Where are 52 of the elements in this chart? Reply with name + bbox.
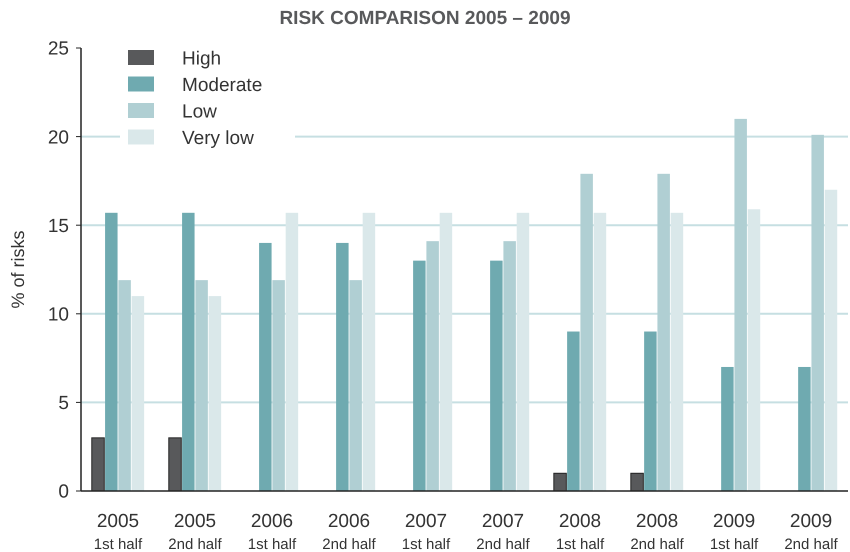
bar [721,366,734,491]
bar [670,212,684,491]
legend-label: High [182,48,222,70]
bar [272,280,285,491]
bar [811,134,824,491]
bar [336,242,349,491]
y-tick-label: 10 [48,304,69,326]
y-tick-label: 5 [58,393,69,414]
bar [580,174,593,491]
bar [413,260,426,491]
x-tick-label: 2005 1st half [94,511,143,552]
bar [105,212,118,491]
bar [349,280,362,491]
bar [132,296,144,491]
x-tick-label: 2009 2nd half [784,511,839,552]
x-tick-label: 2007 1st half [402,511,452,552]
bar [567,332,580,491]
bar [182,212,195,491]
bar [594,212,606,491]
y-axis-title: % of risks [8,230,28,309]
bar [426,241,439,491]
bar [440,212,452,491]
x-tick-label: 2006 1st half [248,511,297,552]
x-tick-label: 2009 1st half [710,511,760,552]
bar [118,280,131,491]
bar [362,212,376,491]
bar [286,212,298,491]
bar [259,242,272,491]
bar [657,174,670,491]
bar [644,332,657,491]
bar [748,209,760,491]
y-tick-label: 20 [48,127,69,148]
legend-label: Moderate [182,75,262,96]
bar [490,260,503,491]
legend-label: Low [182,102,218,123]
x-tick-label: 2008 2nd half [630,511,685,552]
bar [798,366,811,491]
bar [516,212,530,491]
y-tick-label: 25 [48,38,69,60]
x-tick-label: 2006 2nd half [322,511,377,552]
bar [208,296,222,491]
y-tick-label: 0 [58,482,69,503]
bar [734,118,747,491]
bar [503,241,516,491]
bar [824,190,838,491]
bar [195,280,208,491]
x-tick-label: 2007 2nd half [476,511,531,552]
chart-title: RISK COMPARISON 2005 – 2009 [279,8,571,29]
x-tick-label: 2008 1st half [556,511,606,552]
legend-label: Very low [182,128,254,150]
x-tick-label: 2005 2nd half [168,511,222,552]
y-tick-label: 15 [48,216,69,237]
